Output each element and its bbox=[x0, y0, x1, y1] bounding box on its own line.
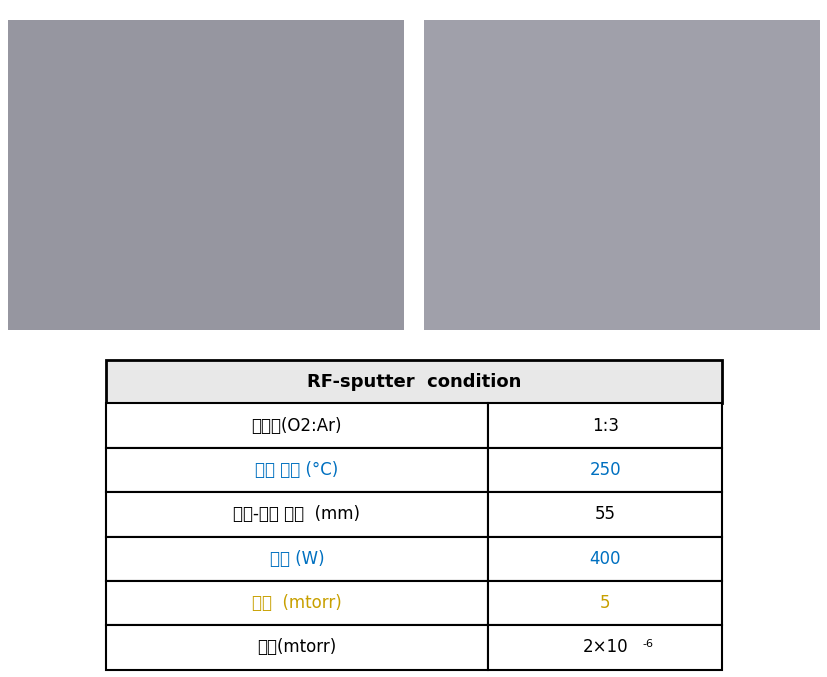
Text: 400: 400 bbox=[589, 550, 620, 568]
Text: 압력  (mtorr): 압력 (mtorr) bbox=[251, 594, 342, 612]
Text: 250: 250 bbox=[589, 461, 620, 479]
Bar bbox=[106, 360, 721, 403]
Bar bbox=[106, 447, 487, 492]
Text: 분위기(O2:Ar): 분위기(O2:Ar) bbox=[251, 416, 342, 435]
Text: 5: 5 bbox=[600, 594, 609, 612]
Text: 55: 55 bbox=[594, 505, 615, 523]
Bar bbox=[106, 536, 487, 581]
Bar bbox=[487, 536, 721, 581]
Bar bbox=[487, 626, 721, 670]
Bar bbox=[487, 581, 721, 626]
Text: 진공(mtorr): 진공(mtorr) bbox=[257, 638, 336, 657]
Bar bbox=[106, 492, 487, 536]
Bar bbox=[106, 626, 487, 670]
Text: 기판-타겟 거리  (mm): 기판-타겟 거리 (mm) bbox=[233, 505, 360, 523]
Bar bbox=[487, 403, 721, 447]
Bar bbox=[106, 403, 487, 447]
Text: 2×10: 2×10 bbox=[581, 638, 627, 657]
Bar bbox=[106, 581, 487, 626]
Text: 기판 온도 (°C): 기판 온도 (°C) bbox=[255, 461, 338, 479]
Text: 출력 (W): 출력 (W) bbox=[270, 550, 323, 568]
Bar bbox=[487, 492, 721, 536]
Text: -6: -6 bbox=[642, 638, 653, 649]
Text: RF-sputter  condition: RF-sputter condition bbox=[307, 373, 520, 391]
Bar bbox=[487, 447, 721, 492]
Text: 1:3: 1:3 bbox=[591, 416, 618, 435]
